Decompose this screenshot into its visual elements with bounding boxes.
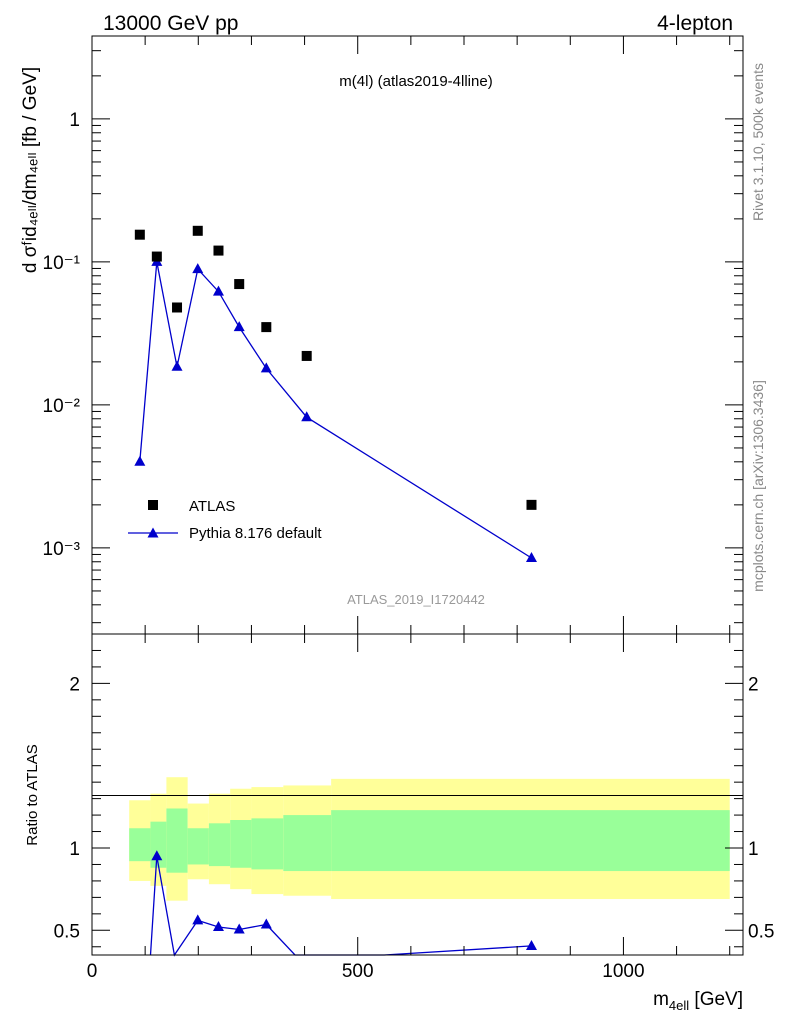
ratio-ytick-label-right: 2: [748, 674, 759, 695]
x-axis-label-unit: [GeV]: [689, 989, 743, 1010]
legend-mc-marker: [147, 527, 159, 538]
mc-point: [260, 362, 272, 373]
atlas-point: [213, 245, 224, 256]
mc-point: [301, 411, 313, 422]
ratio-xtick-label: 0: [87, 961, 98, 982]
ratio-bands: [129, 777, 730, 901]
main-ytick-label: 10⁻¹: [43, 253, 81, 274]
header: 13000 GeV pp 4-lepton: [103, 12, 733, 35]
atlas-point: [134, 229, 145, 240]
ratio-ytick-label-left: 2: [69, 674, 80, 695]
legend-atlas-label: ATLAS: [189, 498, 235, 515]
main-ytick-labels: 1 10⁻¹ 10⁻² 10⁻³: [43, 110, 81, 560]
mc-point: [233, 321, 245, 332]
atlas-point: [192, 225, 203, 236]
ratio-ytick-label-left: 0.5: [54, 921, 80, 942]
analysis-id-label: ATLAS_2019_I1720442: [347, 592, 485, 607]
main-plot-title: m(4l) (atlas2019-4lline): [339, 73, 492, 90]
mc-point: [192, 263, 204, 274]
main-series: [134, 225, 537, 562]
main-y-axis-label: d σᶠid₄ₑₗₗ/dm₄ₑₗₗ [fb / GeV]: [20, 67, 41, 273]
ratio-mc-point: [151, 850, 163, 861]
band-inner: [251, 818, 284, 870]
ratio-ytick-label-left: 1: [69, 839, 80, 860]
ratio-xtick-label: 500: [342, 961, 374, 982]
ratio-ytick-label-right: 1: [748, 839, 759, 860]
ratio-ticks: [91, 633, 743, 955]
side-label-upper: Rivet 3.1.10, 500k events: [750, 63, 766, 221]
main-ytick-label: 10⁻²: [43, 396, 81, 417]
header-right: 4-lepton: [657, 12, 733, 35]
mc-point: [212, 285, 224, 296]
atlas-point: [234, 279, 245, 290]
band-inner: [283, 815, 332, 872]
ratio-mc-point: [260, 918, 272, 929]
ratio-mc-point: [233, 923, 245, 934]
band-inner: [150, 821, 167, 868]
atlas-point: [261, 322, 272, 333]
main-panel: m(4l) (atlas2019-4lline) 1 10⁻¹ 10⁻² 10⁻³ d…: [20, 35, 744, 635]
header-left: 13000 GeV pp: [103, 12, 238, 35]
band-inner: [187, 828, 209, 865]
ratio-y-axis-label: Ratio to ATLAS: [24, 744, 41, 845]
mc-point: [525, 551, 537, 562]
ratio-mc-point: [212, 921, 224, 932]
ratio-mc-point: [192, 914, 204, 925]
main-ytick-label: 10⁻³: [43, 539, 81, 560]
main-ticks: [91, 36, 743, 634]
band-inner: [331, 810, 730, 872]
band-inner: [208, 823, 231, 867]
atlas-point: [526, 499, 537, 510]
atlas-point: [172, 302, 183, 313]
legend: ATLAS Pythia 8.176 default: [128, 498, 322, 542]
ratio-tick-labels: 0.5 0.5 1 1 2 2 0 500 1000: [54, 674, 775, 982]
ratio-x-axis-label: m4ell [GeV]: [653, 989, 743, 1013]
ratio-panel: 0.5 0.5 1 1 2 2 0 500 1000 Ratio to ATLAS m4ell …: [24, 633, 775, 1013]
mc-point: [134, 455, 146, 466]
ratio-frame: [91, 633, 744, 956]
band-inner: [166, 808, 188, 873]
atlas-point: [151, 251, 162, 262]
x-axis-label-subscript: 4ell: [669, 998, 689, 1013]
ratio-ytick-label-right: 0.5: [748, 921, 774, 942]
ratio-xtick-label: 1000: [602, 961, 644, 982]
legend-mc-label: Pythia 8.176 default: [189, 525, 322, 542]
band-inner: [129, 828, 151, 862]
side-label-lower: mcplots.cern.ch [arXiv:1306.3436]: [750, 380, 766, 592]
legend-atlas-marker: [148, 500, 158, 510]
main-ytick-label: 1: [69, 110, 80, 131]
main-frame: [91, 35, 744, 635]
ratio-mc-point: [525, 939, 537, 950]
mc-point: [171, 360, 183, 371]
atlas-point: [301, 350, 312, 361]
band-inner: [230, 820, 252, 868]
